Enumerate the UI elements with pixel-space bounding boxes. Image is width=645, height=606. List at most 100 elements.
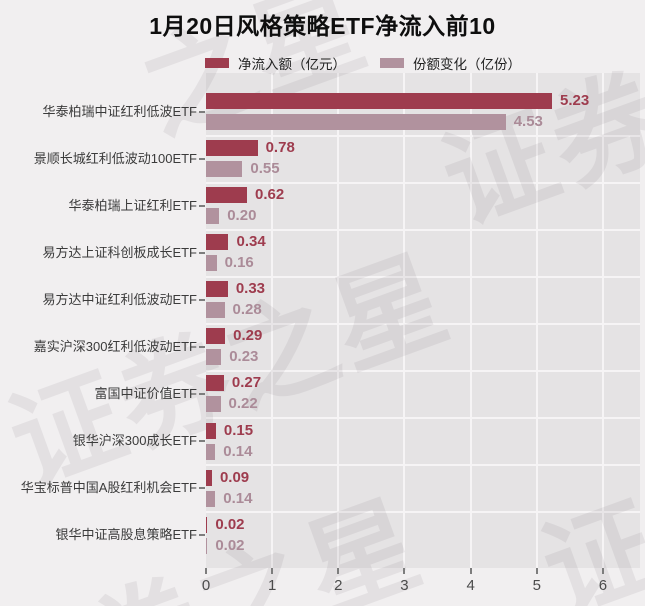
- category-label: 嘉实沪深300红利低波动ETF: [33, 338, 197, 354]
- x-tick-mark: [271, 568, 274, 574]
- x-tick-mark: [535, 568, 538, 574]
- x-tick-mark: [337, 568, 340, 574]
- value-label-share: 0.14: [223, 442, 253, 460]
- gridline-vertical: [601, 73, 604, 568]
- legend: 净流入额（亿元） 份额变化（亿份）: [205, 53, 555, 73]
- bar-share: [206, 161, 243, 178]
- bar-inflow: [206, 281, 228, 298]
- gridline-vertical: [271, 73, 274, 568]
- bar-share: [206, 255, 217, 272]
- value-label-share: 0.55: [250, 160, 280, 178]
- gridline-vertical: [535, 73, 538, 568]
- bar-share: [206, 443, 216, 460]
- y-tick-mark: [199, 392, 205, 395]
- x-tick-mark: [403, 568, 406, 574]
- y-tick-mark: [199, 345, 205, 348]
- chart-title: 1月20日风格策略ETF净流入前10: [149, 13, 496, 39]
- gridline-horizontal: [206, 511, 640, 514]
- value-label-inflow: 0.34: [236, 233, 266, 251]
- bar-inflow: [206, 187, 248, 204]
- value-label-inflow: 0.27: [231, 374, 262, 392]
- x-tick-label: 0: [201, 577, 211, 594]
- value-label-inflow: 0.62: [255, 186, 285, 204]
- value-label-inflow: 0.15: [223, 421, 254, 439]
- gridline-horizontal: [206, 181, 640, 184]
- x-tick-label: 4: [466, 577, 475, 594]
- gridline-horizontal: [206, 322, 640, 325]
- y-tick-mark: [199, 487, 205, 490]
- value-label-inflow: 0.02: [215, 515, 245, 533]
- category-label: 景顺长城红利低波动100ETF: [33, 150, 197, 166]
- category-label: 银华沪深300成长ETF: [72, 433, 197, 449]
- x-tick-label: 1: [267, 577, 277, 594]
- value-label-inflow: 0.29: [233, 327, 263, 345]
- gridline-horizontal: [206, 275, 640, 278]
- bar-share: [206, 302, 225, 319]
- gridline-horizontal: [206, 464, 640, 467]
- bar-inflow: [206, 516, 208, 533]
- value-label-inflow: 0.33: [235, 280, 266, 298]
- x-tick-label: 2: [334, 577, 343, 594]
- bar-inflow: [206, 140, 258, 157]
- legend-label-inflow: 净流入额（亿元）: [238, 57, 346, 72]
- value-label-share: 4.53: [513, 113, 543, 130]
- value-label-share: 0.02: [215, 536, 245, 554]
- bar-share: [206, 490, 216, 507]
- y-tick-mark: [199, 110, 205, 113]
- gridline-vertical: [337, 73, 340, 568]
- bar-share: [206, 349, 222, 366]
- x-tick-mark: [205, 568, 207, 574]
- value-label-share: 0.28: [232, 301, 262, 319]
- bar-share: [206, 114, 506, 130]
- value-label-inflow: 0.78: [265, 139, 295, 157]
- category-label: 富国中证价值ETF: [94, 385, 197, 401]
- legend-item-share: 份额变化（亿份）: [380, 53, 521, 73]
- legend-item-inflow: 净流入额（亿元）: [205, 53, 346, 73]
- x-tick-label: 6: [598, 577, 608, 594]
- value-label-share: 0.14: [223, 489, 253, 507]
- bar-inflow: [206, 422, 216, 439]
- bar-share: [206, 396, 221, 413]
- legend-swatch-share-icon: [380, 58, 404, 68]
- category-label: 易方达上证科创板成长ETF: [42, 244, 197, 260]
- y-tick-mark: [199, 298, 205, 301]
- value-label-share: 0.22: [228, 395, 258, 413]
- gridline-vertical: [469, 73, 472, 568]
- x-tick-label: 5: [532, 577, 541, 594]
- value-label-share: 0.20: [227, 207, 257, 225]
- bar-inflow: [206, 93, 552, 109]
- y-tick-mark: [199, 251, 205, 254]
- y-tick-mark: [199, 534, 205, 537]
- gridline-horizontal: [206, 134, 640, 137]
- category-label: 华泰柏瑞中证红利低波ETF: [42, 103, 197, 119]
- value-label-share: 0.16: [224, 254, 254, 272]
- value-label-inflow: 0.09: [219, 468, 250, 486]
- y-tick-mark: [199, 157, 205, 160]
- category-label: 易方达中证红利低波动ETF: [42, 291, 197, 307]
- y-tick-mark: [199, 204, 205, 207]
- x-tick-label: 3: [400, 577, 409, 594]
- x-tick-mark: [469, 568, 472, 574]
- plot-area: [206, 73, 640, 568]
- bar-share: [206, 537, 208, 554]
- gridline-vertical: [403, 73, 406, 568]
- bar-inflow: [206, 234, 229, 251]
- gridline-horizontal: [206, 369, 640, 372]
- category-label: 银华中证高股息策略ETF: [55, 527, 197, 543]
- bar-inflow: [206, 328, 226, 345]
- category-label: 华宝标普中国A股红利机会ETF: [20, 480, 197, 496]
- gridline-horizontal: [206, 228, 640, 231]
- value-label-inflow: 5.23: [560, 92, 590, 109]
- x-tick-mark: [601, 568, 604, 574]
- bar-inflow: [206, 469, 212, 486]
- y-tick-mark: [199, 440, 205, 443]
- category-label: 华泰柏瑞上证红利ETF: [68, 197, 197, 213]
- bar-inflow: [206, 375, 224, 392]
- value-label-share: 0.23: [229, 348, 259, 366]
- bar-share: [206, 208, 220, 225]
- gridline-horizontal: [206, 416, 640, 419]
- legend-label-share: 份额变化（亿份）: [413, 57, 521, 72]
- legend-swatch-inflow-icon: [205, 58, 229, 68]
